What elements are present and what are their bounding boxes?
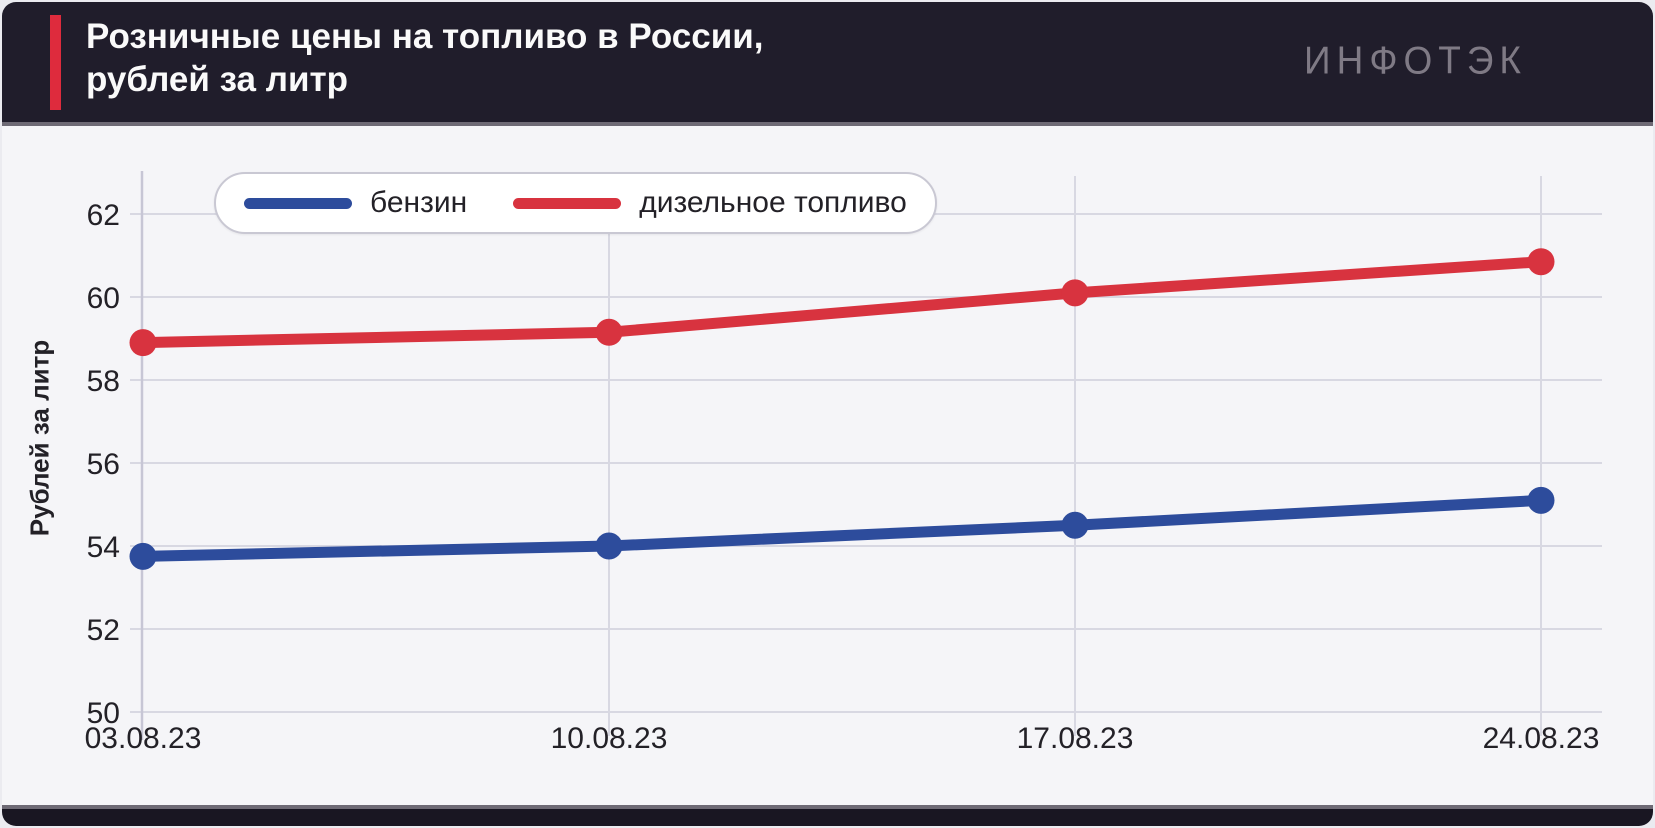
y-tick-label: 52	[87, 614, 120, 647]
chart-area: 50 52 54 56 58 60 62 03.08.23 10.08.23 17.08.23 24…	[2, 126, 1653, 809]
data-point	[595, 318, 623, 346]
legend-swatch-diesel	[513, 197, 622, 209]
y-tick-label: 54	[87, 531, 120, 564]
y-tick-label: 60	[87, 282, 120, 315]
x-tick-label: 03.08.23	[85, 722, 202, 755]
red-accent-bar	[50, 15, 61, 110]
legend-swatch-benzin	[244, 197, 352, 209]
y-axis-title: Рублей за литр	[24, 339, 55, 537]
x-tick-label: 17.08.23	[1017, 722, 1134, 755]
data-point	[129, 329, 157, 357]
legend: бензин дизельное топливо	[214, 172, 937, 234]
data-point	[1527, 486, 1555, 514]
legend-label-benzin: бензин	[370, 186, 468, 219]
x-tick-label: 10.08.23	[551, 722, 668, 755]
data-point	[1061, 511, 1089, 539]
series-line-1	[137, 256, 1547, 349]
data-point	[1061, 279, 1089, 307]
y-tick-label: 62	[87, 199, 120, 232]
series-line-0	[137, 494, 1547, 562]
header: Розничные цены на топливо в России, рубл…	[2, 2, 1653, 126]
y-tick-label: 58	[87, 365, 120, 398]
legend-label-diesel: дизельное топливо	[639, 186, 907, 219]
y-tick-label: 56	[87, 448, 120, 481]
legend-item-benzin: бензин	[244, 186, 467, 220]
data-point	[129, 542, 157, 570]
y-tick-label: 50	[87, 697, 120, 730]
chart-title: Розничные цены на топливо в России, рубл…	[86, 17, 764, 99]
legend-item-diesel: дизельное топливо	[513, 186, 907, 220]
data-point	[595, 532, 623, 560]
infotek-logo: ИНФОТЭК	[1304, 38, 1527, 82]
x-tick-label: 24.08.23	[1483, 722, 1600, 755]
footer-bar	[2, 805, 1653, 826]
data-point	[1527, 248, 1555, 276]
